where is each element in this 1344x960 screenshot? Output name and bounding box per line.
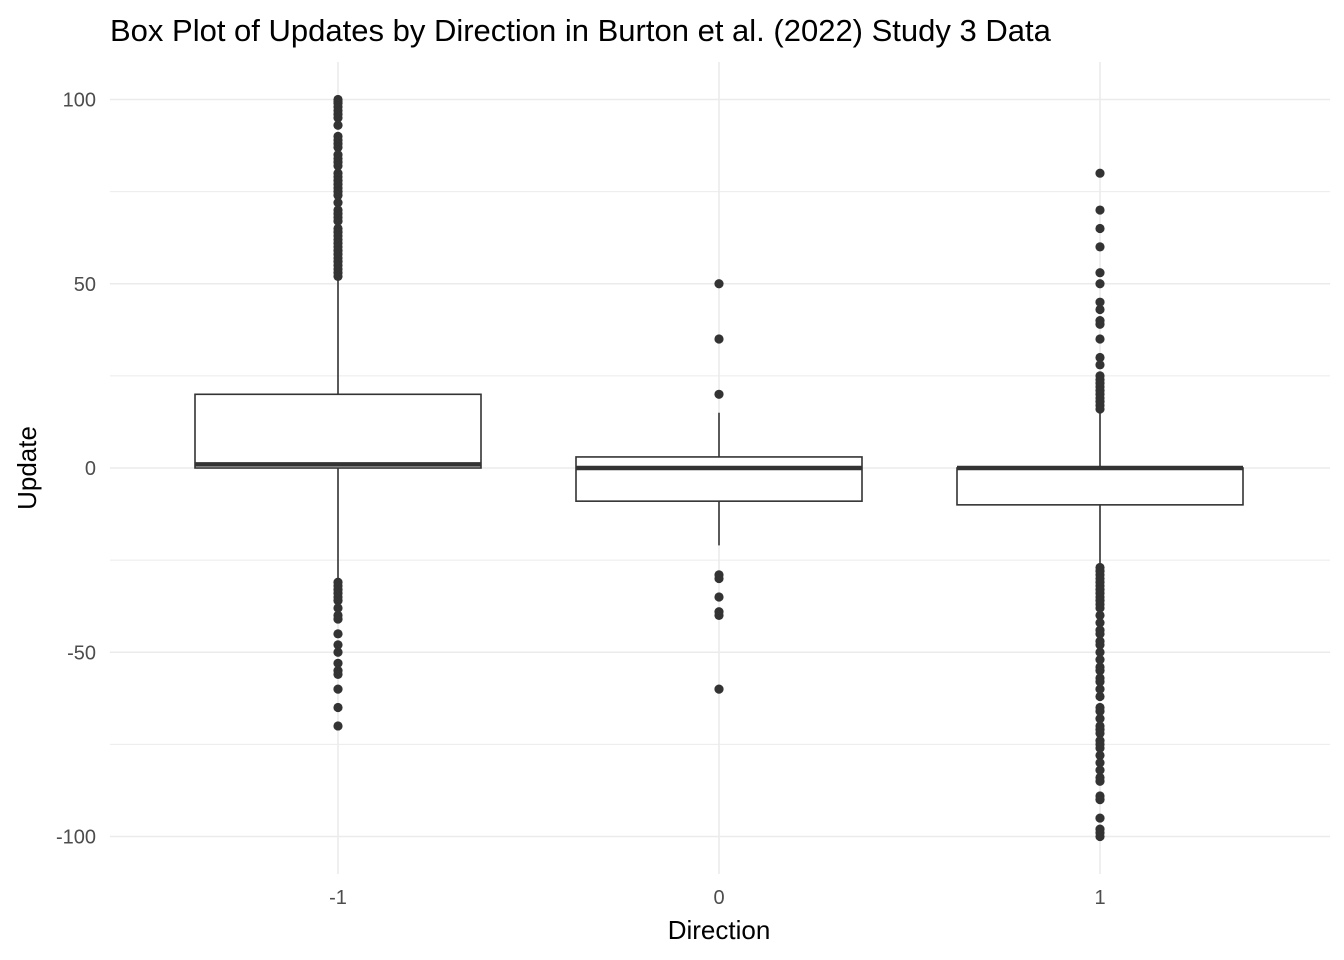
outlier-point xyxy=(333,142,343,153)
outlier-point xyxy=(1095,666,1105,676)
box-group xyxy=(956,168,1244,842)
outlier-point xyxy=(1095,242,1105,252)
outlier-point xyxy=(1095,758,1105,768)
outlier-point xyxy=(333,629,343,639)
outlier-point xyxy=(714,573,724,584)
x-axis-ticks: -1 0 1 xyxy=(329,887,1105,909)
outlier-point xyxy=(714,279,724,289)
outlier-point xyxy=(1095,728,1105,738)
outlier-point xyxy=(333,684,343,694)
box-plot-series xyxy=(194,94,1244,842)
outlier-point xyxy=(333,120,343,130)
outlier-point xyxy=(714,334,724,344)
outlier-point xyxy=(333,647,343,657)
outlier-point xyxy=(1095,319,1105,329)
outlier-point xyxy=(333,113,343,123)
x-axis-title: Direction xyxy=(668,915,771,945)
outlier-point xyxy=(333,702,343,713)
outlier-point xyxy=(1095,304,1105,315)
box-body xyxy=(956,467,1244,506)
outlier-point xyxy=(1095,647,1105,657)
outlier-point xyxy=(333,658,343,668)
outlier-point xyxy=(333,603,343,613)
outlier-point xyxy=(714,684,724,694)
outlier-point xyxy=(1095,360,1105,370)
outlier-point xyxy=(1095,713,1105,724)
outlier-point xyxy=(1095,813,1105,823)
outlier-point xyxy=(1095,655,1105,665)
outlier-point xyxy=(1095,743,1105,753)
x-tick-label: 1 xyxy=(1094,887,1105,909)
y-tick-label: 50 xyxy=(74,274,96,296)
y-tick-label: -50 xyxy=(67,642,96,664)
outlier-point xyxy=(1095,279,1105,289)
outlier-point xyxy=(333,669,343,679)
outlier-point xyxy=(1095,831,1105,842)
y-tick-label: -100 xyxy=(56,827,96,849)
outlier-point xyxy=(333,198,343,208)
outlier-point xyxy=(333,161,343,171)
y-axis-title: Update xyxy=(12,426,42,510)
outlier-point xyxy=(1095,297,1105,307)
outlier-point xyxy=(1095,404,1105,414)
outlier-point xyxy=(714,592,724,602)
y-tick-label: 0 xyxy=(85,458,96,480)
outlier-point xyxy=(1095,776,1105,786)
outlier-point xyxy=(333,190,343,200)
box-group xyxy=(194,94,482,731)
outlier-point xyxy=(1095,603,1105,613)
outlier-point xyxy=(333,596,343,606)
outlier-point xyxy=(1095,352,1105,363)
outlier-point xyxy=(1095,706,1105,716)
chart-title: Box Plot of Updates by Direction in Burt… xyxy=(110,13,1052,48)
outlier-point xyxy=(1095,334,1105,344)
box-body xyxy=(194,393,482,469)
outlier-point xyxy=(1095,691,1105,702)
x-tick-label: -1 xyxy=(329,887,347,909)
outlier-point xyxy=(333,614,343,624)
outlier-point xyxy=(714,610,724,621)
outlier-point xyxy=(1095,223,1105,234)
outlier-point xyxy=(1095,684,1105,694)
outlier-point xyxy=(333,216,343,226)
outlier-point xyxy=(1095,795,1105,805)
outlier-point xyxy=(1095,618,1105,628)
y-tick-label: 100 xyxy=(63,90,96,112)
outlier-point xyxy=(714,389,724,399)
outlier-point xyxy=(1095,205,1105,215)
outlier-point xyxy=(333,640,343,650)
outlier-point xyxy=(1095,640,1105,650)
outlier-point xyxy=(1095,750,1105,761)
outlier-point xyxy=(1095,629,1105,639)
outlier-point xyxy=(1095,268,1105,278)
box-body xyxy=(575,456,863,502)
outlier-point xyxy=(1095,765,1105,775)
outlier-point xyxy=(1095,168,1105,178)
outlier-point xyxy=(1095,610,1105,621)
box-group xyxy=(575,279,863,694)
outlier-point xyxy=(333,271,343,281)
y-axis-ticks: 100 50 0 -50 -100 xyxy=(56,90,96,849)
outlier-point xyxy=(1095,677,1105,687)
outlier-point xyxy=(333,721,343,731)
x-tick-label: 0 xyxy=(713,887,724,909)
